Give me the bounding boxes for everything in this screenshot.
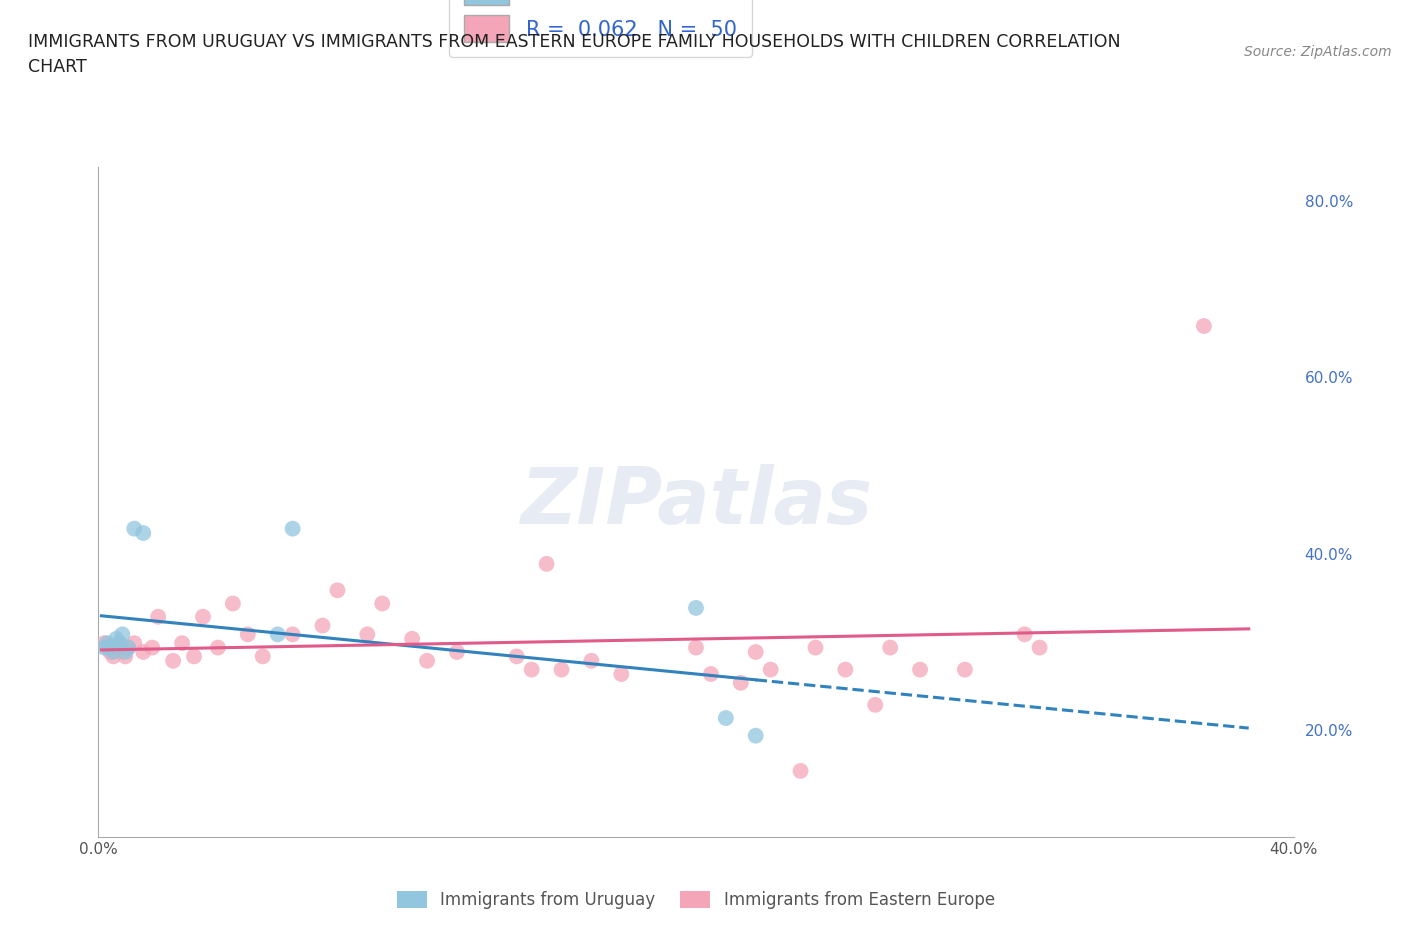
Point <box>804 640 827 655</box>
Point <box>96 640 118 655</box>
Point <box>103 649 125 664</box>
Legend: Immigrants from Uruguay, Immigrants from Eastern Europe: Immigrants from Uruguay, Immigrants from… <box>391 884 1001 916</box>
Point <box>789 764 811 778</box>
Point <box>1028 640 1050 655</box>
Point <box>536 556 558 571</box>
Point <box>111 627 134 642</box>
Point <box>124 636 146 651</box>
Point <box>745 728 768 743</box>
Text: IMMIGRANTS FROM URUGUAY VS IMMIGRANTS FROM EASTERN EUROPE FAMILY HOUSEHOLDS WITH: IMMIGRANTS FROM URUGUAY VS IMMIGRANTS FR… <box>28 33 1121 50</box>
Point <box>685 601 707 616</box>
Point <box>103 644 125 659</box>
Point <box>730 675 752 690</box>
Point <box>446 644 468 659</box>
Point <box>745 644 768 659</box>
Point <box>252 649 274 664</box>
Point <box>281 627 304 642</box>
Point <box>685 640 707 655</box>
Point <box>550 662 572 677</box>
Point <box>132 525 155 540</box>
Point <box>1014 627 1036 642</box>
Point <box>108 636 131 651</box>
Point <box>183 649 205 664</box>
Point <box>117 640 139 655</box>
Point <box>105 631 128 646</box>
Point <box>356 627 378 642</box>
Point <box>93 636 115 651</box>
Text: ZIPatlas: ZIPatlas <box>520 464 872 540</box>
Point <box>98 640 122 655</box>
Point <box>834 662 856 677</box>
Point <box>865 698 887 712</box>
Text: Source: ZipAtlas.com: Source: ZipAtlas.com <box>1244 45 1392 59</box>
Point <box>281 521 304 536</box>
Point <box>714 711 737 725</box>
Point <box>111 644 134 659</box>
Text: 80.0%: 80.0% <box>1305 195 1353 210</box>
Point <box>953 662 976 677</box>
Point <box>520 662 543 677</box>
Point <box>326 583 349 598</box>
Point <box>117 640 139 655</box>
Point <box>93 640 115 655</box>
Point <box>207 640 229 655</box>
Point <box>1192 319 1215 334</box>
Point <box>267 627 290 642</box>
Point <box>132 644 155 659</box>
Point <box>401 631 423 646</box>
Point <box>236 627 259 642</box>
Point <box>124 521 146 536</box>
Point <box>141 640 163 655</box>
Point <box>222 596 245 611</box>
Text: 60.0%: 60.0% <box>1305 371 1353 386</box>
Text: 40.0%: 40.0% <box>1305 548 1353 563</box>
Point <box>311 618 333 633</box>
Point <box>416 654 439 669</box>
Point <box>98 644 122 659</box>
Point <box>172 636 194 651</box>
Text: CHART: CHART <box>28 58 87 75</box>
Point <box>191 609 214 624</box>
Point <box>114 649 136 664</box>
Point <box>879 640 901 655</box>
Point <box>581 654 603 669</box>
Point <box>114 644 136 659</box>
Point <box>610 667 633 682</box>
Point <box>759 662 782 677</box>
Point <box>108 636 131 651</box>
Point <box>162 654 184 669</box>
Point <box>700 667 723 682</box>
Text: 20.0%: 20.0% <box>1305 724 1353 738</box>
Point <box>148 609 170 624</box>
Point <box>96 636 118 651</box>
Point <box>506 649 529 664</box>
Point <box>105 640 128 655</box>
Point <box>908 662 931 677</box>
Point <box>371 596 394 611</box>
